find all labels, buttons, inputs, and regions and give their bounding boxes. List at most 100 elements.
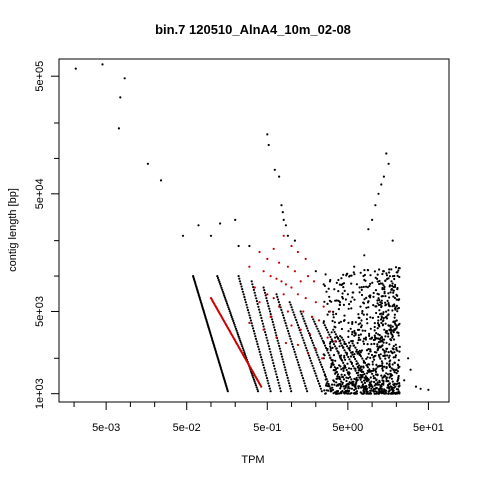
band-point [300,312,303,315]
band-point [256,390,260,393]
band-point [282,316,285,319]
cloud-point [369,348,372,351]
band-point [306,349,309,352]
cloud-point [341,292,344,295]
cloud-point [368,332,371,335]
band-point [282,314,285,317]
band-point [241,290,244,293]
cloud-point [397,376,400,379]
cloud-point [323,300,326,303]
band-point [292,311,295,314]
cloud-point [390,268,393,271]
cloud-point [334,359,337,362]
cloud-point [374,369,377,372]
cloud-point [385,347,389,350]
band-point [311,341,314,344]
band-point [283,319,286,322]
cloud-point [329,347,332,350]
cloud-point [383,288,386,291]
black-point [197,224,200,227]
band-point [242,349,245,352]
cloud-point [333,383,336,386]
cloud-point [378,390,381,394]
red-point [266,293,269,296]
cloud-point [383,285,386,289]
cloud-point [383,351,386,354]
cloud-point [369,274,372,277]
cloud-point [392,356,395,359]
band-point [359,378,362,381]
cloud-point [369,327,372,330]
cloud-point [349,327,352,330]
band-point [264,294,267,297]
band-point [259,353,262,356]
cloud-point [367,363,370,366]
band-point [272,323,275,326]
cloud-point [395,304,398,307]
cloud-point [376,343,379,346]
band-point [259,314,262,317]
black-point [407,357,410,360]
cloud-point [333,321,336,324]
cloud-point [387,351,390,354]
cloud-point [357,323,360,326]
cloud-point [335,392,338,395]
black-point [159,179,163,182]
band-point [221,290,224,293]
cloud-point [386,354,389,357]
cloud-point [329,345,332,348]
cloud-point [355,380,358,383]
black-point [281,211,284,214]
cloud-point [378,309,381,312]
cloud-point [388,376,391,379]
band-point [246,306,249,309]
cloud-point [395,324,398,327]
cloud-point [341,297,344,300]
cloud-point [393,277,396,281]
red-point [275,336,278,339]
band-point [328,385,331,388]
cloud-point [365,384,368,388]
cloud-point [381,369,384,372]
cloud-point [358,291,361,294]
cloud-point [352,271,355,274]
cloud-point [369,356,372,359]
red-point [290,324,293,327]
band-point [312,344,315,347]
cloud-point [329,340,332,344]
cloud-point [397,334,400,337]
cloud-point [353,388,356,392]
band-point [345,353,348,356]
band-point [335,370,338,374]
band-point [304,322,307,325]
band-point [263,366,266,369]
y-tick-label: 1e+03 [34,378,46,409]
band-point [320,390,323,393]
band-point [265,297,268,300]
band-point [350,340,353,343]
band-point [255,340,258,343]
cloud-point [397,306,400,310]
band-point [296,361,300,364]
cloud-point [378,298,381,302]
band-point [350,362,353,365]
band-point [264,331,267,334]
band-point [285,374,288,377]
cloud-point [349,300,352,303]
band-point [338,340,341,343]
cloud-point [396,294,399,297]
band-point [322,342,326,345]
red-point [302,310,305,313]
cloud-point [378,282,381,286]
band-point [302,317,305,320]
cloud-point [387,309,390,312]
band-point [286,327,289,330]
band-point [288,301,291,304]
band-point [351,380,354,383]
cloud-point [360,286,363,289]
band-point [291,345,295,348]
band-point [351,353,354,356]
cloud-point [391,380,394,383]
cloud-point [362,342,366,345]
band-point [240,285,243,288]
